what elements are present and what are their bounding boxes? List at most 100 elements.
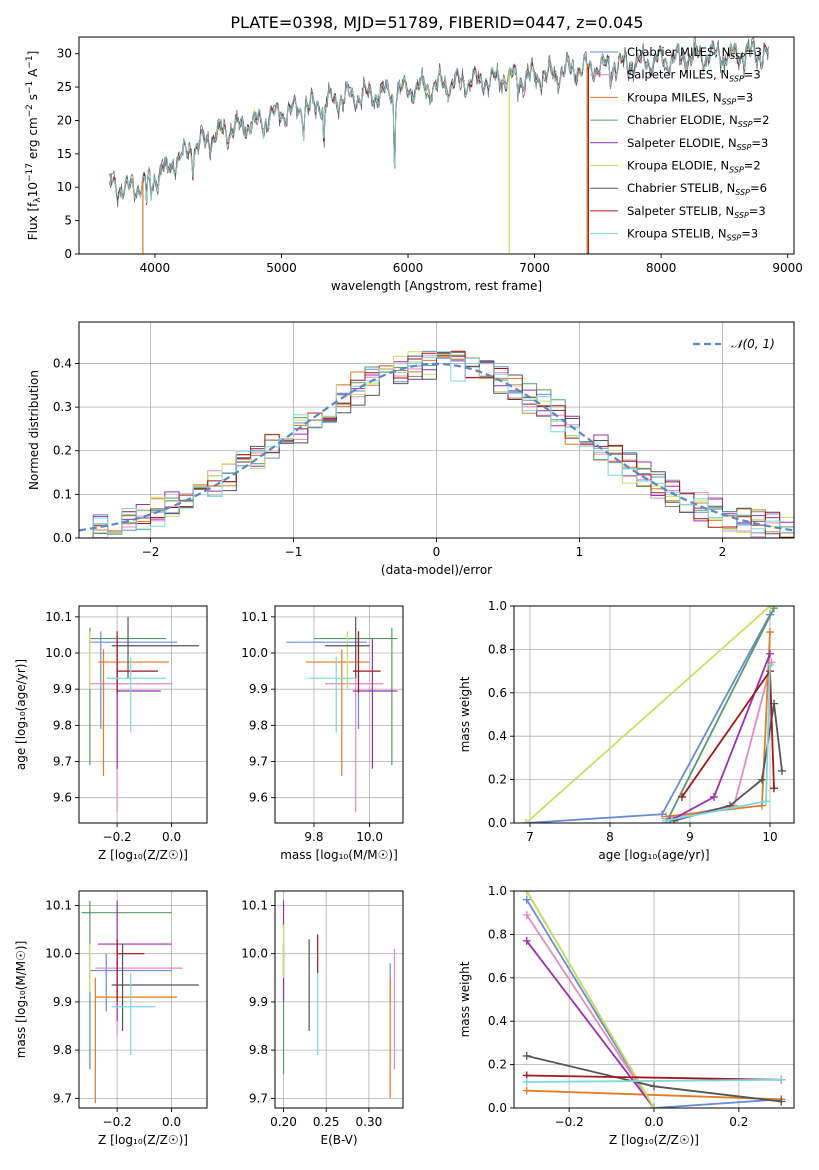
y-tick-label: 9.6 (249, 791, 268, 805)
mass_weight_vs_Z-panel: −0.2 0.0 0.2 0.0 0.2 0.4 0.6 0.8 1.0 Z [log₁₀(Z/Z… (458, 884, 795, 1147)
weight-marker-kroupa_stelib (662, 816, 670, 823)
legend-label-kroupa_elodie: Kroupa ELODIE, NSSP=2 (627, 159, 761, 175)
y-tick-label: 9.9 (53, 682, 72, 696)
x-axis-label: wavelength [Angstrom, rest frame] (331, 279, 542, 293)
x-tick-label: 1 (576, 545, 584, 559)
weight-line-salpeter_miles (525, 914, 655, 1108)
x-tick-label: −2 (142, 545, 160, 559)
y-tick-label: 0.4 (488, 729, 507, 743)
weight-marker-kroupa_elodie (650, 1104, 658, 1108)
x-axis-label: (data-model)/error (381, 563, 492, 577)
legend-label-salpeter_stelib: Salpeter STELIB, NSSP=3 (627, 204, 766, 220)
residuals-panel: −2 −1 0 1 2 0.0 0.1 0.2 0.3 0.4 (data-model)/error… (27, 321, 795, 577)
y-tick-label: 10.1 (45, 898, 72, 912)
weight-line-kroupa_stelib (526, 1078, 782, 1083)
y-axis-label: mass weight (458, 961, 472, 1037)
y-tick-label: 5 (64, 214, 72, 228)
y-tick-label: 9.8 (249, 718, 268, 732)
y-tick-label: 10 (57, 180, 72, 194)
weight-line-kroupa_elodie (525, 891, 655, 1108)
weight-marker-chabrier_stelib (522, 1051, 531, 1060)
x-axis-label: Z [log₁₀(Z/Z☉)] (98, 848, 188, 862)
y-tick-label: 0.8 (488, 642, 507, 656)
mass_weight_vs_age-panel: 7 8 9 10 0.0 0.2 0.4 0.6 0.8 1.0 age [log₁₀(age/yr… (458, 599, 795, 862)
legend-label-salpeter_miles: Salpeter MILES, NSSP=3 (627, 68, 761, 84)
legend-label-normal: 𝒩(0, 1) (731, 337, 775, 351)
x-tick-label: 8 (606, 830, 614, 844)
y-tick-label: 1.0 (488, 599, 507, 613)
weight-marker-salpeter_elodie (522, 936, 531, 945)
y-tick-label: 9.7 (53, 1091, 72, 1105)
weight-line-kroupa_miles (526, 1089, 782, 1101)
spectrum-series-kroupa_stelib (109, 40, 769, 204)
y-tick-label: 25 (57, 80, 72, 94)
weight-marker-kroupa_miles (766, 628, 774, 637)
normal-reference-curve (79, 362, 794, 532)
weight-marker-chabrier_stelib (670, 816, 678, 823)
y-axis-label: Normed distribution (27, 370, 41, 490)
weight-marker-kroupa_stelib (522, 1077, 531, 1086)
weight-marker-kroupa_elodie (522, 891, 531, 895)
y-tick-label: 0.2 (488, 1058, 507, 1072)
y-tick-label: 0 (64, 247, 72, 261)
weight-marker-chabrier_elodie (770, 606, 778, 613)
y-tick-label: 0.3 (53, 400, 72, 414)
x-tick-label: 0.2 (729, 1115, 748, 1129)
y-tick-label: 9.9 (249, 682, 268, 696)
y-tick-label: 0.0 (488, 816, 507, 830)
y-tick-label: 0.2 (53, 444, 72, 458)
x-tick-label: −1 (285, 545, 303, 559)
y-tick-label: 0.6 (488, 971, 507, 985)
weight-marker-salpeter_miles (522, 910, 531, 919)
y-tick-label: 0.0 (488, 1101, 507, 1115)
weight-marker-salpeter_elodie (766, 649, 774, 658)
y-tick-label: 0.4 (488, 1014, 507, 1028)
x-tick-label: 4000 (140, 261, 171, 275)
y-tick-label: 9.6 (53, 791, 72, 805)
y-tick-label: 20 (57, 113, 72, 127)
age_vs_mass-panel: 9.8 10.0 9.6 9.7 9.8 9.9 10.0 10.1 mass [log₁₀(M… (241, 605, 404, 862)
y-tick-label: 1.0 (488, 884, 507, 898)
weight-marker-kroupa_stelib (766, 660, 774, 669)
weight-marker-chabrier_stelib (778, 766, 786, 775)
x-tick-label: 9.8 (304, 830, 323, 844)
axes-frame (78, 36, 795, 255)
axes-frame (274, 890, 404, 1109)
legend-label-salpeter_elodie: Salpeter ELODIE, NSSP=3 (627, 136, 768, 152)
x-tick-label: −0.2 (103, 830, 132, 844)
x-tick-label: −0.2 (555, 1115, 584, 1129)
x-tick-label: 10.0 (356, 830, 383, 844)
weight-line-chabrier_miles (525, 899, 782, 1108)
weight-marker-chabrier_miles (522, 895, 531, 904)
legend-label-kroupa_miles: Kroupa MILES, NSSP=3 (627, 90, 753, 106)
weight-lines (522, 606, 786, 823)
y-tick-label: 0.0 (53, 531, 72, 545)
y-tick-label: 15 (57, 147, 72, 161)
y-axis-label: Flux [fλ10−17 erg cm−2 s−1 A−1] (25, 51, 43, 241)
axes-frame (513, 605, 795, 824)
x-axis-label: Z [log₁₀(Z/Z☉)] (98, 1133, 188, 1147)
weight-lines (522, 891, 786, 1108)
legend-label-chabrier_miles: Chabrier MILES, NSSP=3 (627, 45, 762, 61)
weight-marker-salpeter_elodie (710, 792, 718, 801)
y-axis-label: mass weight (458, 676, 472, 752)
x-tick-label: −0.2 (103, 1115, 132, 1129)
weight-marker-salpeter_stelib (770, 784, 778, 793)
mass_vs_Z-panel: −0.2 0.0 9.7 9.8 9.9 10.0 10.1 Z [log₁₀(Z/Z☉)] m… (14, 890, 208, 1147)
legend-label-chabrier_elodie: Chabrier ELODIE, NSSP=2 (627, 113, 769, 129)
legend-label-kroupa_stelib: Kroupa STELIB, NSSP=3 (627, 227, 758, 243)
x-tick-label: 0.30 (356, 1115, 383, 1129)
axes-frame (78, 605, 208, 824)
weight-line-salpeter_elodie (525, 940, 655, 1108)
x-axis-label: mass [log₁₀(M/M☉)] (280, 848, 398, 862)
weight-marker-kroupa_elodie (766, 606, 774, 610)
x-tick-label: 10 (762, 830, 777, 844)
age_vs_Z-panel: −0.2 0.0 9.6 9.7 9.8 9.9 10.0 10.1 Z [log₁₀(Z/Z☉… (14, 605, 208, 862)
y-tick-label: 10.1 (241, 610, 268, 624)
weight-marker-chabrier_stelib (777, 1097, 786, 1106)
y-tick-label: 30 (57, 47, 72, 61)
x-tick-label: 8000 (646, 261, 677, 275)
figure-title: PLATE=0398, MJD=51789, FIBERID=0447, z=0… (230, 13, 643, 32)
y-tick-label: 9.9 (53, 995, 72, 1009)
x-tick-label: 5000 (266, 261, 297, 275)
